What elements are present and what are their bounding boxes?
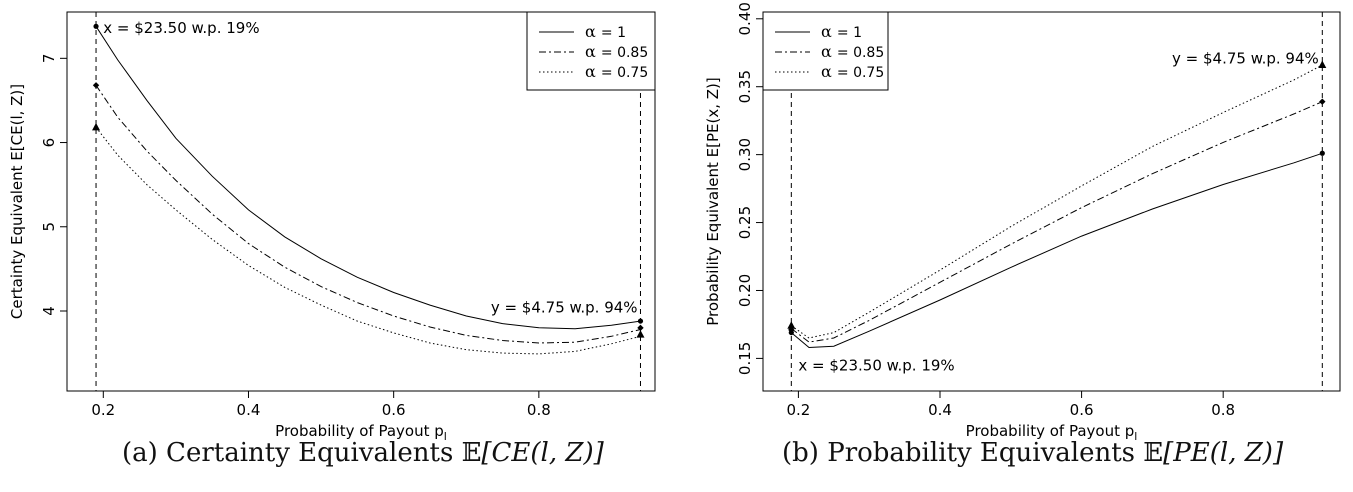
panel-a-legend-value: = 1 [601, 25, 626, 41]
panel-b-marker-triangle [1318, 60, 1327, 68]
panel-b-marker-circle [1319, 150, 1325, 156]
panel-b-legend-alpha-symbol: α [821, 22, 837, 41]
panel-a-series-line-solid [95, 26, 641, 330]
panel-a-y-tick-label: 7 [40, 54, 58, 64]
panel-b-marker-diamond [788, 326, 795, 334]
panel-a-x-axis-label-subscript: l [444, 430, 447, 443]
panel-b-marker-diamond [1319, 98, 1326, 105]
panel-a-legend-label: α = 0.75 [585, 62, 648, 81]
panel-b-y-tick-label: 0.40 [736, 2, 754, 35]
panel-b-legend-label: α = 0.75 [821, 62, 884, 81]
panel-b-legend-alpha-symbol: α [821, 42, 837, 61]
caption-a: (a) Certainty Equivalents 𝔼[CE(l, Z)] [122, 438, 604, 468]
panel-a-legend-alpha-symbol: α [585, 22, 601, 41]
panel-a-series-line-dashdot [95, 85, 641, 344]
panel-b-annotation: y = $4.75 w.p. 94% [1172, 50, 1319, 68]
panel-a-marker-triangle [636, 330, 645, 338]
panel-b-legend-label: α = 1 [821, 22, 862, 41]
panel-a-marker-diamond [637, 324, 644, 332]
panel-b-y-tick-label: 0.15 [736, 342, 754, 375]
panel-a-marker-triangle [92, 122, 101, 131]
panel-b-legend-box [762, 11, 889, 91]
panel-a-x-axis-label: Probability of Payout pl [275, 422, 447, 443]
caption-b-expectation-symbol: 𝔼 [1143, 438, 1164, 468]
caption-a-expression: [CE(l, Z)] [481, 438, 604, 468]
panel-a-x-tick-label: 0.8 [527, 401, 551, 419]
panel-b-x-axis-label-subscript: l [1134, 430, 1137, 443]
panel-b-x-tick-label: 0.4 [928, 401, 952, 419]
panel-a-series-line-dotted [95, 127, 641, 355]
panel-b-x-tick-label: 0.6 [1070, 401, 1094, 419]
panel-a-legend-value: = 0.75 [601, 65, 648, 81]
panel-a-x-tick-label: 0.6 [382, 401, 406, 419]
panel-b-y-tick-label: 0.20 [736, 274, 754, 307]
panel-a-plot-frame [66, 11, 656, 392]
caption-a-prefix: (a) Certainty Equivalents [122, 438, 462, 468]
panel-b-x-axis-label: Probability of Payout pl [966, 422, 1138, 443]
panel-a-legend-value: = 0.85 [601, 45, 648, 61]
panel-b-series-line-solid [790, 152, 1323, 349]
panel-b-legend-label: α = 0.85 [821, 42, 884, 61]
panel-b-x-tick-label: 0.2 [786, 401, 810, 419]
panel-b-legend-alpha-symbol: α [821, 62, 837, 81]
panel-a-legend-alpha-symbol: α [585, 42, 601, 61]
panel-a-y-tick-label: 4 [40, 306, 58, 316]
panel-a-x-tick-label: 0.4 [237, 401, 261, 419]
panel-a-legend-alpha-symbol: α [585, 62, 601, 81]
panel-b-marker-triangle [787, 321, 796, 329]
panel-a-legend-label: α = 1 [585, 22, 626, 41]
caption-a-expectation-symbol: 𝔼 [461, 438, 482, 468]
panel-b-legend-value: = 0.75 [837, 65, 884, 81]
panel-b-legend-value: = 1 [837, 25, 862, 41]
panel-a-x-tick-label: 0.2 [91, 401, 115, 419]
panel-a-annotation: x = $23.50 w.p. 19% [103, 19, 259, 37]
panel-a-annotation: y = $4.75 w.p. 94% [491, 299, 638, 317]
panel-a-marker-circle [637, 318, 644, 324]
panel-b-legend-value: = 0.85 [837, 45, 884, 61]
panel-b-series-line-dashdot [790, 101, 1323, 343]
panel-a-y-tick-label: 5 [40, 222, 58, 232]
caption-b: (b) Probability Equivalents 𝔼[PE(l, Z)] [782, 438, 1283, 468]
panel-b-annotation: x = $23.50 w.p. 19% [798, 357, 954, 375]
panel-a-legend-box [526, 11, 656, 91]
panel-a-y-axis-label: Certainty Equivalent E[CE(l, Z)] [8, 84, 26, 319]
caption-b-prefix: (b) Probability Equivalents [782, 438, 1144, 468]
panel-a-marker-diamond [92, 82, 100, 89]
caption-b-expression: [PE(l, Z)] [1163, 438, 1284, 468]
panel-b-plot-frame [762, 11, 1341, 392]
panel-b-x-tick-label: 0.8 [1211, 401, 1235, 419]
panel-a-chart: 0.2 0.4 0.6 0.8 4 5 6 7 Probability of Payout pl… [8, 11, 656, 443]
panel-a-marker-circle [93, 23, 99, 29]
panel-a-y-tick-label: 6 [40, 138, 58, 148]
panel-b-y-tick-label: 0.35 [736, 70, 754, 103]
panel-b-y-axis-label: Probability Equivalent E[PE(x, Z)] [704, 77, 722, 325]
panel-b-y-tick-label: 0.30 [736, 138, 754, 171]
panel-b-chart: 0.2 0.4 0.6 0.8 0.15 0.20 0.25 0.30 0.35 0.40 Prob… [704, 2, 1341, 443]
panel-a-legend-label: α = 0.85 [585, 42, 648, 61]
panel-b-y-tick-label: 0.25 [736, 206, 754, 239]
panel-b-series-line-dotted [791, 64, 1323, 339]
